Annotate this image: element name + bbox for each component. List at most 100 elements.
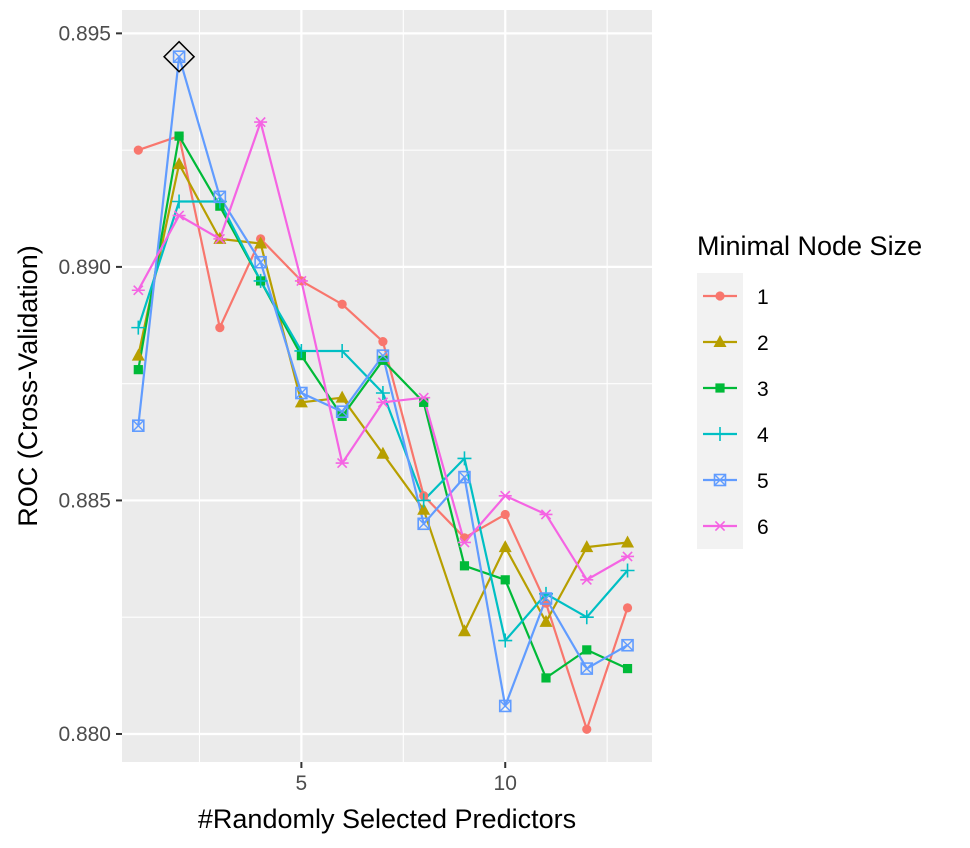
best-marker [163,40,196,73]
legend-label: 5 [757,470,769,493]
best-tune-diamond [163,40,196,73]
legend-item: 2 [703,332,769,355]
data-point-1 [582,724,592,734]
data-point-3 [582,645,592,655]
data-point-6 [621,551,635,562]
legend-key-background [697,273,743,549]
data-point-4 [172,194,187,209]
data-point-6 [213,233,227,245]
data-point-2 [131,348,145,361]
data-point-2 [417,502,431,515]
data-point-5 [335,405,349,418]
data-point-5 [172,50,186,64]
data-point-2 [539,614,553,627]
data-point-6 [539,509,553,520]
data-point-2 [172,157,186,170]
data-point-1 [500,509,510,520]
data-point-4 [579,610,594,625]
legend-marker [715,383,725,393]
y-tick-label: 0.895 [58,22,111,45]
y-tick-label: 0.880 [58,723,111,746]
data-point-4 [131,320,146,335]
legend-item: 3 [703,378,769,401]
data-point-5 [580,662,594,675]
data-point-5 [254,255,267,269]
data-point-3 [500,575,510,585]
data-point-6 [294,275,308,287]
data-point-3 [174,131,184,141]
legend-label: 2 [757,332,769,355]
data-point-3 [337,411,347,421]
data-point-2 [580,540,594,553]
data-point-6 [376,397,390,408]
legend-item: 4 [703,424,769,447]
legend-label: 4 [757,424,769,447]
data-point-6 [131,285,145,296]
legend-label: 6 [757,516,769,539]
x-tick-label: 5 [296,772,308,795]
data-point-1 [459,533,470,543]
data-point-4 [294,343,309,358]
data-point-5 [295,386,308,400]
data-point-5 [132,419,145,433]
minor-gridlines [122,10,652,762]
data-point-4 [620,563,635,578]
legend-items: 1 2 3 4 5 6 [703,286,769,539]
data-point-4 [375,386,390,401]
data-point-3 [133,365,143,375]
data-point-1 [378,337,388,347]
data-point-4 [416,493,431,508]
legend: Minimal Node Size 1 2 3 4 5 6 [697,231,922,549]
data-point-3 [378,355,388,365]
data-point-1 [133,145,143,155]
y-tick-label: 0.890 [58,256,111,279]
data-point-3 [541,673,551,683]
data-point-4 [498,633,513,648]
series-points [131,50,635,734]
legend-marker [713,335,727,347]
legend-marker [713,427,727,441]
data-point-1 [215,323,225,333]
data-point-5 [458,470,471,484]
y-axis-label: ROC (Cross-Validation) [13,245,43,527]
data-point-4 [253,273,268,288]
data-point-6 [580,574,594,586]
data-point-3 [622,663,633,674]
data-point-2 [457,624,471,637]
data-point-6 [172,210,186,221]
data-point-2 [376,446,390,459]
data-point-3 [459,561,470,571]
data-point-6 [254,116,268,128]
legend-marker [713,520,727,532]
x-tick-label: 10 [494,772,517,795]
data-point-5 [498,699,512,713]
data-point-5 [539,592,553,605]
legend-title: Minimal Node Size [697,231,922,261]
legend-marker [715,291,725,301]
data-point-2 [254,236,268,249]
data-point-3 [419,397,429,407]
axes: 5 10 0.880 0.885 0.890 0.895 [58,22,516,795]
legend-label: 1 [757,286,769,309]
legend-marker [713,473,727,487]
data-point-6 [417,392,431,403]
data-point-4 [335,343,350,358]
legend-item: 1 [703,286,769,309]
data-point-5 [376,349,390,362]
data-point-2 [294,395,308,408]
data-point-2 [498,540,512,553]
plot-panel [122,10,652,762]
data-point-2 [335,390,349,403]
data-point-4 [457,451,472,466]
data-point-6 [457,537,471,548]
legend-item: 5 [703,470,769,493]
data-point-1 [337,299,347,309]
data-point-1 [622,603,633,613]
data-point-5 [417,517,430,531]
data-point-2 [621,535,635,548]
data-point-5 [621,638,634,652]
y-tick-label: 0.885 [58,489,111,512]
data-point-6 [335,457,349,469]
x-axis-label: #Randomly Selected Predictors [198,804,576,834]
